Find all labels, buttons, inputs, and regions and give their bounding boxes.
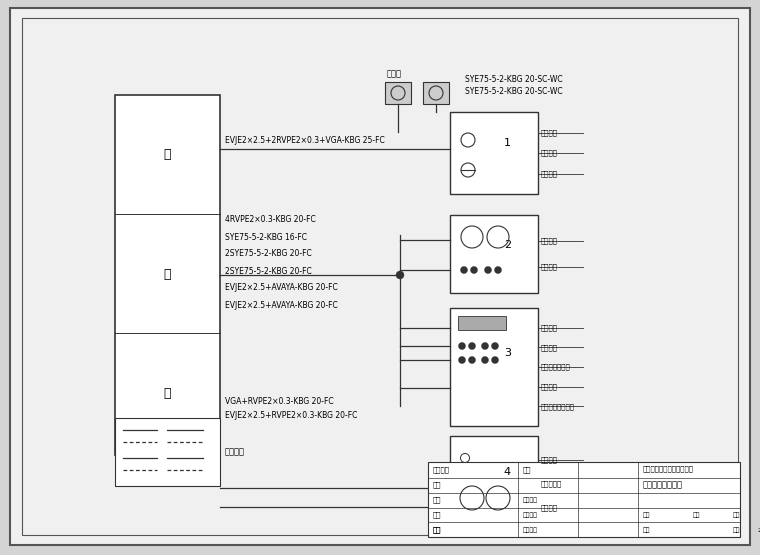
Text: 电话插座: 电话插座 (541, 344, 558, 351)
Text: 国防人才就业信息服务中心: 国防人才就业信息服务中心 (643, 466, 694, 472)
Text: 施工意见: 施工意见 (523, 512, 538, 518)
Circle shape (482, 342, 489, 350)
Circle shape (458, 342, 465, 350)
Circle shape (470, 266, 477, 274)
Bar (458, 316, 506, 330)
Text: 电话插座: 电话插座 (541, 384, 558, 390)
Text: EVJE2×2.5+2RVPE2×0.3+VGA-KBG 25-FC: EVJE2×2.5+2RVPE2×0.3+VGA-KBG 25-FC (225, 137, 385, 145)
Text: 图号: 图号 (733, 512, 740, 518)
Text: 电施: 电施 (693, 512, 701, 518)
Text: 电话插座: 电话插座 (541, 504, 558, 511)
Bar (423, 82, 449, 104)
Text: 电: 电 (163, 148, 171, 161)
Bar (450, 436, 538, 531)
Bar (450, 308, 538, 426)
Circle shape (458, 356, 465, 364)
Text: 弱电箱盘: 弱电箱盘 (225, 447, 245, 457)
Bar (115, 95, 220, 455)
Text: 电话插座: 电话插座 (541, 264, 558, 270)
Text: 2005.11.20: 2005.11.20 (758, 527, 760, 532)
Circle shape (485, 266, 492, 274)
Text: 2: 2 (504, 240, 511, 250)
Text: 审核意见: 审核意见 (523, 497, 538, 503)
Text: 2SYE75-5-2-KBG 20-FC: 2SYE75-5-2-KBG 20-FC (225, 250, 312, 259)
Circle shape (468, 342, 476, 350)
Text: 4RVPE2×0.3-KBG 20-FC: 4RVPE2×0.3-KBG 20-FC (225, 215, 315, 225)
Circle shape (396, 271, 404, 279)
Text: EVJE2×2.5+AVAYA-KBG 20-FC: EVJE2×2.5+AVAYA-KBG 20-FC (225, 300, 337, 310)
Bar (385, 82, 411, 104)
Text: SYE75-5-2-KBG 16-FC: SYE75-5-2-KBG 16-FC (225, 233, 307, 241)
Text: 制图: 制图 (433, 482, 442, 488)
Text: 网络插座: 网络插座 (541, 324, 558, 331)
Text: 电话插座: 电话插座 (541, 170, 558, 177)
Text: 室内插座: 室内插座 (541, 129, 558, 136)
Text: 4: 4 (504, 467, 511, 477)
Bar (450, 112, 538, 194)
Bar (450, 215, 538, 293)
Circle shape (468, 356, 476, 364)
Text: 阶段: 阶段 (643, 512, 651, 518)
Text: 投影机: 投影机 (387, 69, 402, 78)
Text: 合并插座: 合并插座 (541, 238, 558, 244)
Text: 控制台音频插座: 控制台音频插座 (541, 364, 571, 370)
Circle shape (461, 266, 467, 274)
Text: 室: 室 (163, 387, 171, 400)
Circle shape (492, 356, 499, 364)
Text: 1: 1 (504, 138, 511, 148)
Bar (428, 462, 740, 537)
Text: 项目: 项目 (523, 467, 531, 473)
Text: 多媒体弱电平面图: 多媒体弱电平面图 (643, 481, 683, 490)
Text: 音话插座: 音话插座 (541, 456, 558, 463)
Text: EVJE2×2.5+AVAYA-KBG 20-FC: EVJE2×2.5+AVAYA-KBG 20-FC (225, 284, 337, 292)
Text: 计算机插座: 计算机插座 (541, 480, 562, 487)
Bar (115, 418, 220, 486)
Text: SYE75-5-2-KBG 20-SC-WC: SYE75-5-2-KBG 20-SC-WC (465, 75, 562, 84)
Text: 核定: 核定 (433, 527, 442, 533)
Text: 工作意见: 工作意见 (523, 527, 538, 533)
Text: 紧急机械控制插座: 紧急机械控制插座 (541, 403, 575, 410)
Text: 3: 3 (504, 348, 511, 358)
Text: 核定: 核定 (433, 527, 442, 533)
Text: 2SYE75-5-2-KBG 20-FC: 2SYE75-5-2-KBG 20-FC (225, 266, 312, 275)
Text: 审查: 审查 (433, 512, 442, 518)
Text: VGA+RVPE2×0.3-KBG 20-FC: VGA+RVPE2×0.3-KBG 20-FC (225, 396, 334, 406)
Text: 控: 控 (163, 269, 171, 281)
Text: 复查: 复查 (433, 497, 442, 503)
Text: 编号: 编号 (643, 527, 651, 533)
Circle shape (495, 266, 502, 274)
Text: 电脑插座: 电脑插座 (541, 150, 558, 157)
Circle shape (482, 356, 489, 364)
Text: 日期: 日期 (733, 527, 740, 533)
Text: 项目名称: 项目名称 (433, 467, 450, 473)
Text: EVJE2×2.5+RVPE2×0.3-KBG 20-FC: EVJE2×2.5+RVPE2×0.3-KBG 20-FC (225, 411, 357, 420)
Text: SYE75-5-2-KBG 20-SC-WC: SYE75-5-2-KBG 20-SC-WC (465, 88, 562, 97)
Circle shape (492, 342, 499, 350)
